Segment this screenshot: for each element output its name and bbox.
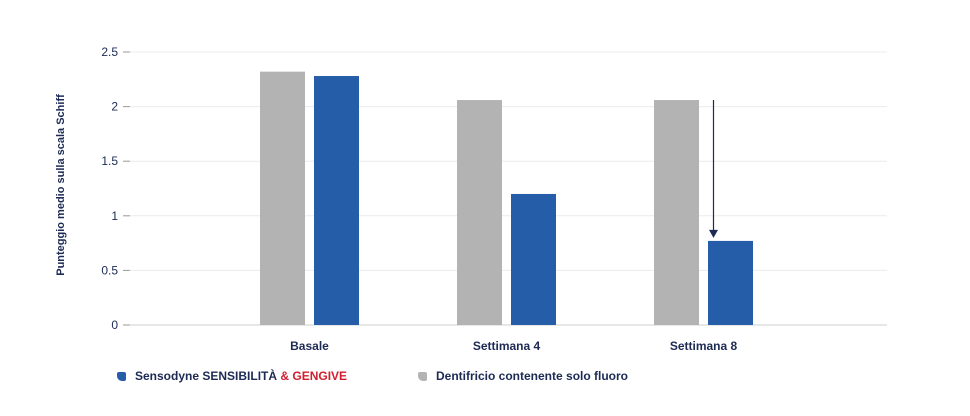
- grid-lines: [130, 51, 887, 326]
- x-tick-label: Basale: [290, 339, 329, 353]
- bar-sensodyne-2: [708, 240, 753, 325]
- y-axis-ticks: 0 0.5 1 1.5 2 2.5: [101, 45, 130, 332]
- y-tick-label: 0.5: [101, 263, 118, 277]
- bar-sensodyne-1: [511, 193, 556, 325]
- bars: [260, 71, 753, 325]
- annotation: [709, 100, 718, 238]
- legend-swatch-fluoro: [418, 371, 427, 381]
- bar-fluoro-0: [260, 71, 305, 325]
- legend-fluoro: Dentifricio contenente solo fluoro: [418, 369, 628, 383]
- legend-label-fluoro: Dentifricio contenente solo fluoro: [436, 369, 629, 383]
- legend-label-sensodyne: Sensodyne SENSIBILITÀ: [135, 369, 278, 383]
- bar-sensodyne-0: [314, 76, 359, 325]
- y-tick-label: 2.5: [101, 45, 118, 59]
- x-tick-label: Settimana 8: [670, 339, 738, 353]
- legend-label-sensodyne-accent: & GENGIVE: [280, 369, 348, 383]
- y-tick-label: 1.5: [101, 154, 118, 168]
- y-tick-label: 1: [111, 209, 118, 223]
- legend-swatch-sensodyne: [117, 371, 126, 381]
- arrow-head: [709, 229, 718, 238]
- bar-fluoro-2: [654, 100, 699, 325]
- bar-fluoro-1: [457, 100, 502, 325]
- y-tick-label: 2: [111, 100, 118, 114]
- y-axis-label: Punteggio medio sulla scala Schiff: [55, 94, 67, 276]
- y-tick-label: 0: [111, 318, 118, 332]
- x-tick-label: Settimana 4: [473, 339, 541, 353]
- x-axis-labels: Basale Settimana 4 Settimana 8: [290, 339, 737, 353]
- legend-sensodyne: Sensodyne SENSIBILITÀ & GENGIVE: [117, 369, 347, 383]
